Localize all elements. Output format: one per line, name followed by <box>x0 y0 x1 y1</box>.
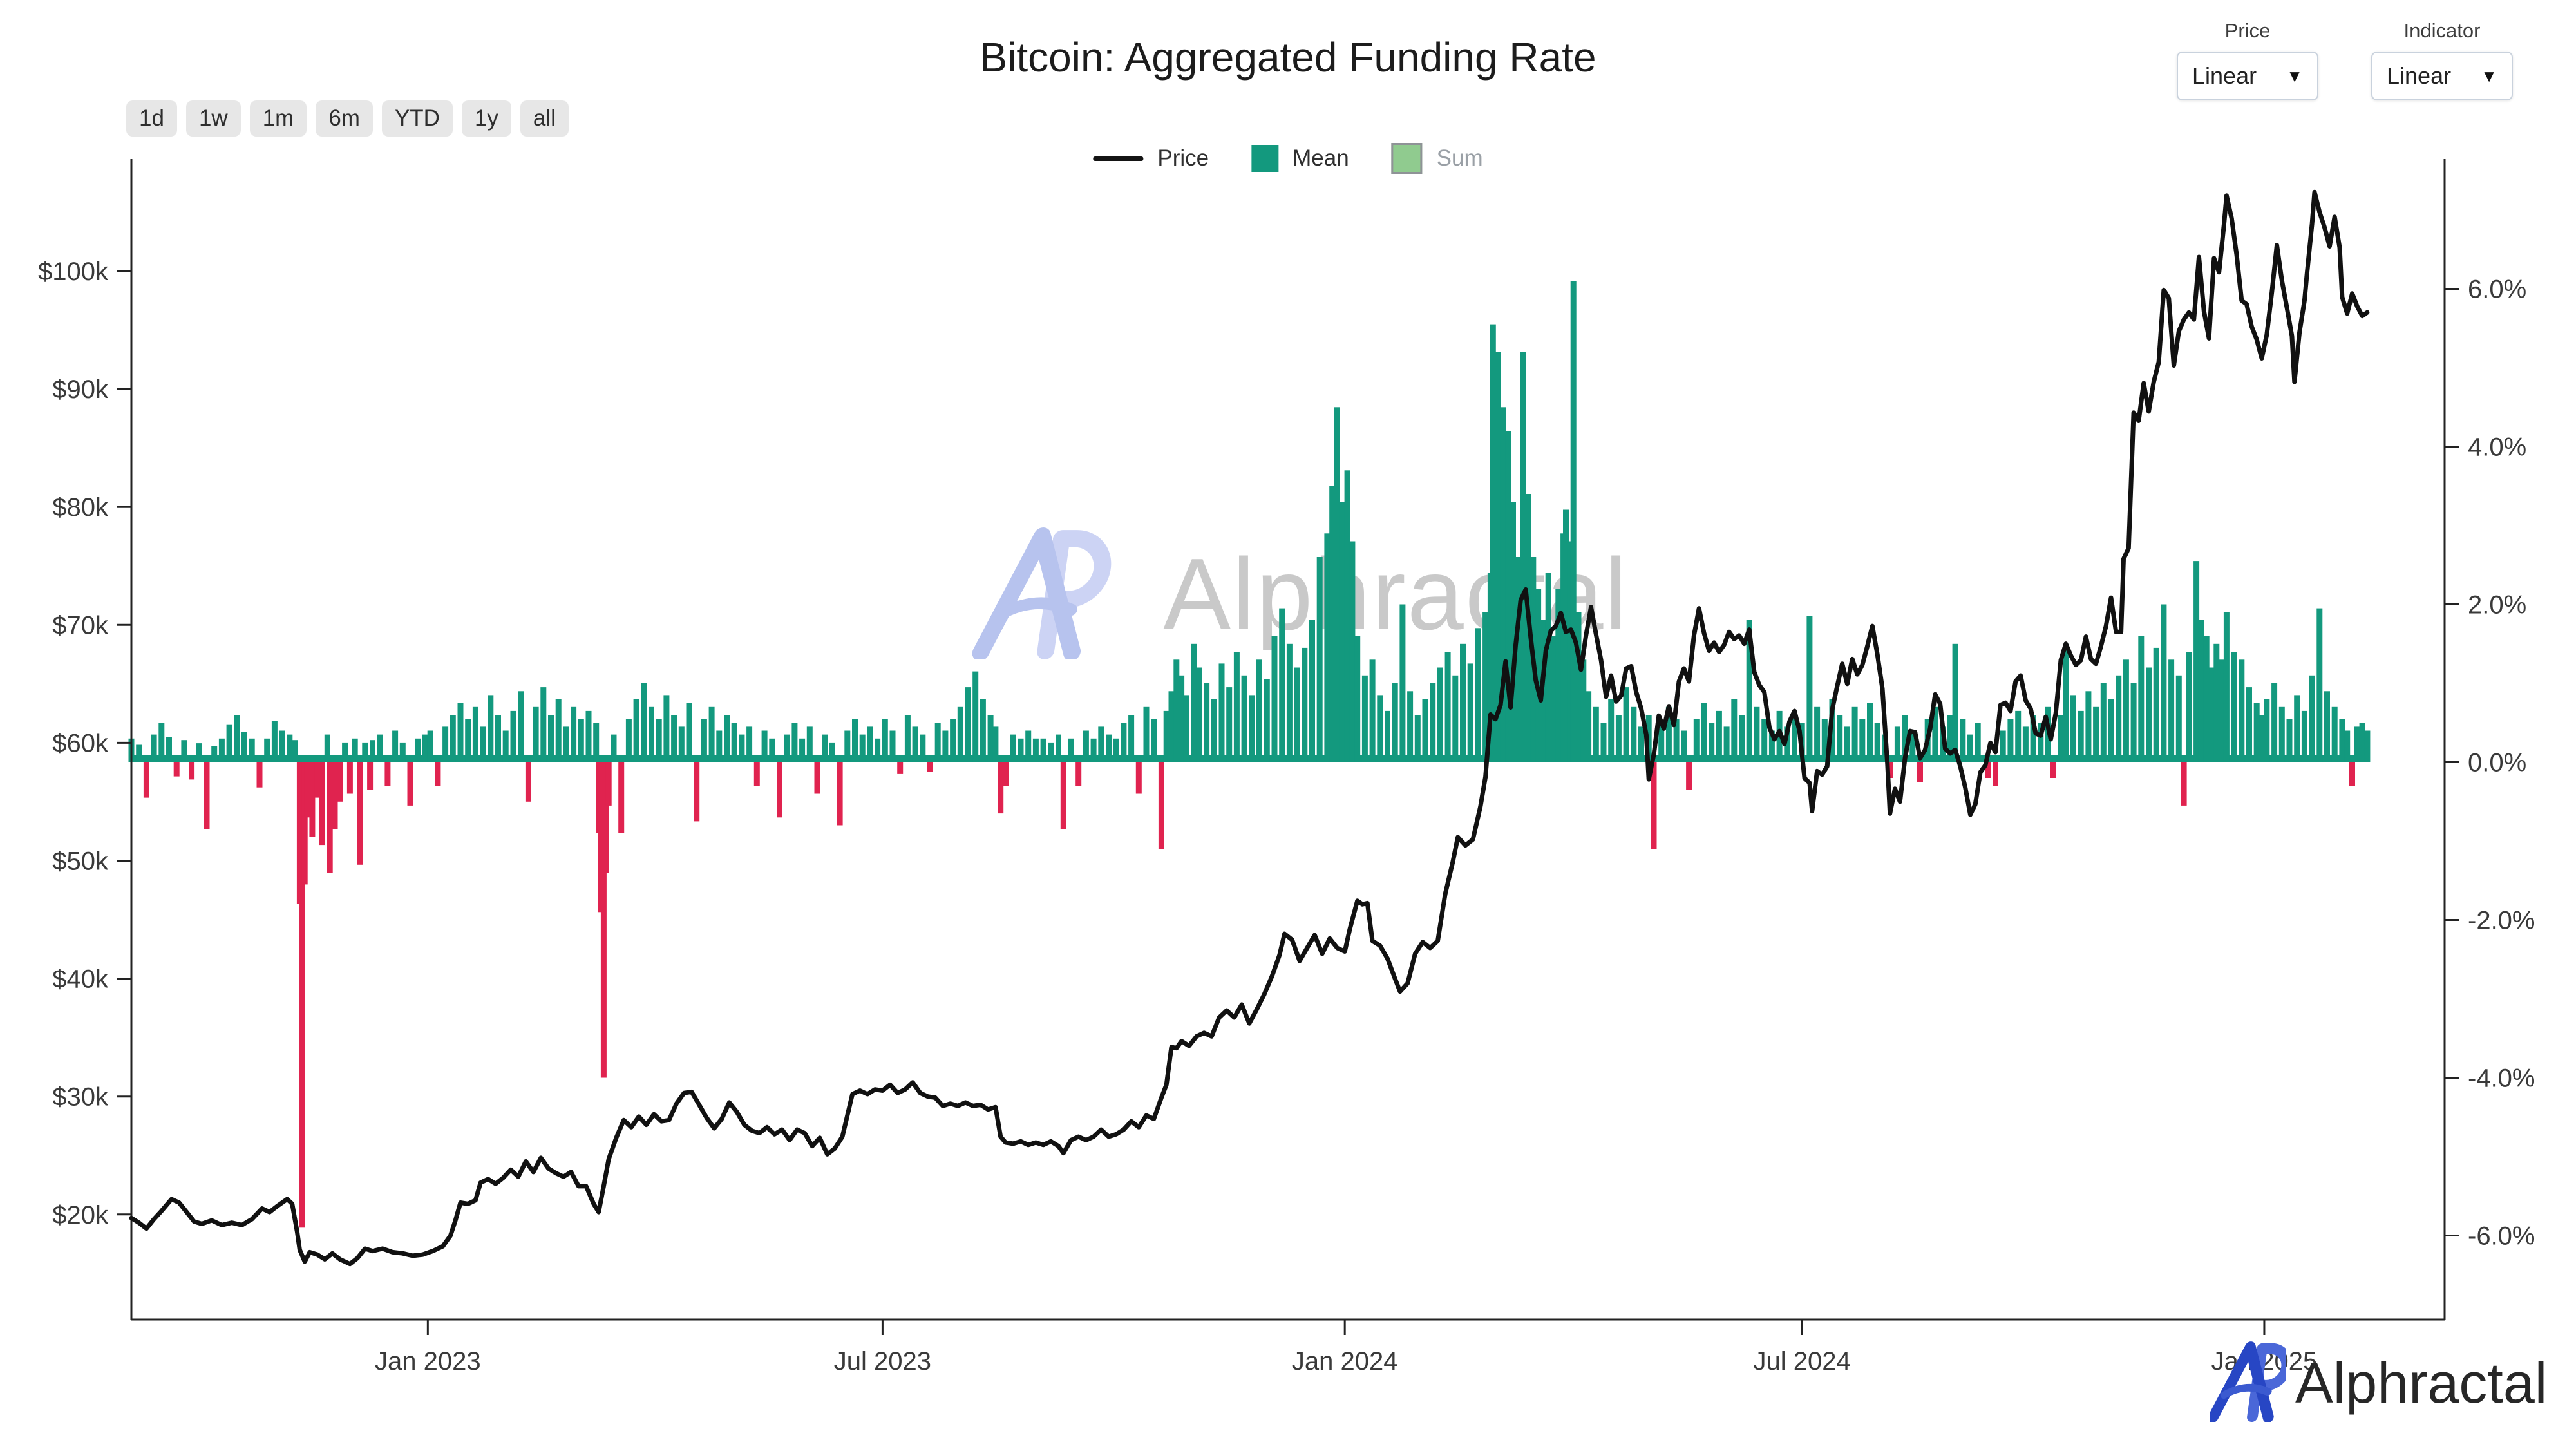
chevron-down-icon: ▼ <box>2481 66 2497 86</box>
svg-text:$80k: $80k <box>52 493 109 522</box>
legend-item-price[interactable]: Price <box>1093 146 1209 171</box>
axis-ticks <box>117 270 2459 1335</box>
logo-brand-text: Alphractal <box>2295 1350 2548 1415</box>
mean-swatch-icon <box>1251 145 1279 172</box>
indicator-scale-label: Indicator <box>2403 19 2481 42</box>
svg-text:4.0%: 4.0% <box>2468 433 2526 462</box>
legend-label: Sum <box>1436 146 1483 171</box>
time-range-toolbar: 1d 1w 1m 6m YTD 1y all <box>126 100 569 137</box>
range-button-1m[interactable]: 1m <box>249 100 307 137</box>
ap-logo-icon <box>2208 1341 2293 1425</box>
legend-item-sum[interactable]: Sum <box>1391 143 1483 174</box>
price-scale-label: Price <box>2224 19 2271 42</box>
watermark-ap-logo-icon <box>933 527 1145 662</box>
legend-item-mean[interactable]: Mean <box>1251 145 1349 172</box>
sum-swatch-icon <box>1391 143 1423 174</box>
svg-text:-4.0%: -4.0% <box>2468 1065 2535 1093</box>
price-line-swatch-icon <box>1093 156 1144 161</box>
svg-text:$90k: $90k <box>52 375 109 404</box>
chevron-down-icon: ▼ <box>2286 66 2303 86</box>
svg-text:$20k: $20k <box>52 1201 109 1229</box>
svg-text:-2.0%: -2.0% <box>2468 907 2535 935</box>
axis-tick-labels: $100k $90k $80k $70k $60k $50k $40k $30k $20k 6.0… <box>38 258 2535 1376</box>
svg-text:Jan 2023: Jan 2023 <box>375 1347 481 1376</box>
range-button-all[interactable]: all <box>520 100 569 137</box>
range-button-1d[interactable]: 1d <box>126 100 177 137</box>
svg-text:Jul 2023: Jul 2023 <box>834 1347 931 1376</box>
range-button-ytd[interactable]: YTD <box>381 100 453 137</box>
range-button-1y[interactable]: 1y <box>461 100 511 137</box>
legend-label: Price <box>1157 146 1209 171</box>
indicator-scale-value: Linear <box>2387 62 2452 89</box>
svg-text:$30k: $30k <box>52 1083 109 1112</box>
svg-text:-6.0%: -6.0% <box>2468 1222 2535 1251</box>
range-button-6m[interactable]: 6m <box>316 100 373 137</box>
svg-text:$50k: $50k <box>52 848 109 876</box>
alphractal-logo: Alphractal <box>2208 1341 2548 1425</box>
svg-text:2.0%: 2.0% <box>2468 591 2526 620</box>
price-scale-select[interactable]: Linear ▼ <box>2177 52 2318 100</box>
indicator-scale-select[interactable]: Linear ▼ <box>2371 52 2513 100</box>
svg-text:$40k: $40k <box>52 965 109 994</box>
price-line <box>129 189 2370 1267</box>
price-scale-value: Linear <box>2192 62 2257 89</box>
svg-text:$100k: $100k <box>38 258 109 286</box>
indicator-scale-control: Indicator Linear ▼ <box>2371 19 2513 100</box>
svg-text:Jul 2024: Jul 2024 <box>1754 1347 1851 1376</box>
page-title: Bitcoin: Aggregated Funding Rate <box>980 34 1596 80</box>
svg-text:$70k: $70k <box>52 611 109 639</box>
axes <box>130 159 2446 1321</box>
legend-label: Mean <box>1293 146 1349 171</box>
svg-text:$60k: $60k <box>52 729 109 757</box>
chart-legend: Price Mean Sum <box>1093 143 1483 174</box>
range-button-1w[interactable]: 1w <box>185 100 241 137</box>
mean-bars <box>128 281 2371 1228</box>
price-scale-control: Price Linear ▼ <box>2177 19 2318 100</box>
svg-text:Jan 2024: Jan 2024 <box>1292 1347 1398 1376</box>
svg-text:6.0%: 6.0% <box>2468 276 2526 304</box>
svg-text:0.0%: 0.0% <box>2468 749 2526 777</box>
